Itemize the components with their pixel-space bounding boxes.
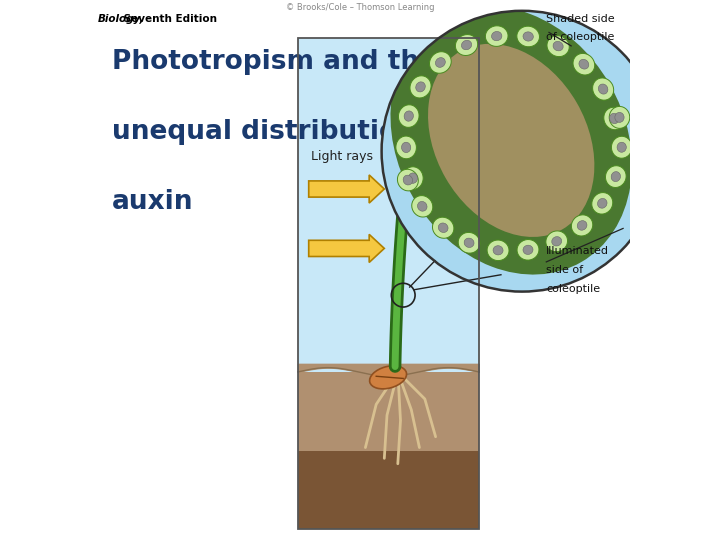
Ellipse shape	[390, 6, 632, 274]
Ellipse shape	[598, 198, 607, 208]
Ellipse shape	[458, 232, 480, 253]
Ellipse shape	[593, 78, 613, 100]
Text: © Brooks/Cole – Thomson Learning: © Brooks/Cole – Thomson Learning	[286, 3, 434, 12]
Text: Phototropism and the: Phototropism and the	[112, 49, 436, 75]
Bar	[298, 38, 479, 529]
Ellipse shape	[455, 35, 477, 56]
Text: Shaded side: Shaded side	[546, 14, 615, 24]
Ellipse shape	[517, 240, 539, 260]
Ellipse shape	[617, 142, 626, 152]
Ellipse shape	[428, 44, 595, 237]
Text: unequal distribution of: unequal distribution of	[112, 119, 454, 145]
Ellipse shape	[396, 136, 416, 159]
Ellipse shape	[598, 84, 608, 94]
Ellipse shape	[611, 136, 632, 158]
Ellipse shape	[462, 40, 472, 50]
Ellipse shape	[547, 36, 570, 57]
Ellipse shape	[430, 52, 451, 73]
Text: coleoptile: coleoptile	[546, 284, 600, 294]
Ellipse shape	[410, 76, 431, 98]
Ellipse shape	[517, 26, 539, 47]
Text: Seventh Edition: Seventh Edition	[120, 14, 217, 24]
Text: Biology,: Biology,	[98, 14, 145, 24]
Bar	[298, 38, 479, 372]
Ellipse shape	[592, 193, 613, 214]
Ellipse shape	[611, 172, 621, 181]
Ellipse shape	[438, 223, 448, 233]
Ellipse shape	[402, 142, 410, 153]
Text: of coleoptile: of coleoptile	[546, 32, 615, 43]
Ellipse shape	[415, 82, 426, 92]
Ellipse shape	[615, 112, 624, 123]
Ellipse shape	[418, 201, 427, 211]
Ellipse shape	[408, 173, 418, 183]
Ellipse shape	[369, 366, 407, 389]
Ellipse shape	[606, 166, 626, 187]
Ellipse shape	[436, 58, 445, 68]
Ellipse shape	[553, 42, 563, 51]
Text: side of: side of	[546, 265, 583, 275]
Ellipse shape	[433, 217, 454, 238]
Ellipse shape	[485, 26, 508, 46]
Ellipse shape	[428, 44, 595, 237]
Text: Light rays: Light rays	[311, 150, 374, 163]
Ellipse shape	[403, 175, 413, 185]
Ellipse shape	[610, 113, 619, 124]
Ellipse shape	[609, 106, 630, 129]
Ellipse shape	[552, 237, 562, 246]
Ellipse shape	[493, 246, 503, 255]
Ellipse shape	[579, 59, 589, 69]
Ellipse shape	[404, 111, 413, 121]
Circle shape	[382, 11, 662, 292]
Ellipse shape	[573, 53, 595, 75]
Ellipse shape	[398, 105, 419, 127]
Ellipse shape	[577, 221, 587, 230]
FancyArrow shape	[309, 234, 384, 262]
Ellipse shape	[402, 167, 423, 190]
Text: auxin: auxin	[112, 189, 193, 215]
Ellipse shape	[523, 245, 533, 254]
Ellipse shape	[464, 238, 474, 247]
Ellipse shape	[412, 195, 433, 217]
Bar	[298, 450, 479, 529]
Ellipse shape	[397, 169, 418, 191]
Bar	[298, 372, 479, 450]
Ellipse shape	[492, 31, 502, 40]
Ellipse shape	[546, 231, 567, 252]
Ellipse shape	[604, 107, 624, 130]
Text: Illuminated: Illuminated	[546, 246, 609, 256]
Ellipse shape	[523, 32, 534, 41]
Ellipse shape	[487, 240, 509, 261]
Ellipse shape	[572, 215, 593, 236]
FancyArrow shape	[309, 175, 384, 203]
